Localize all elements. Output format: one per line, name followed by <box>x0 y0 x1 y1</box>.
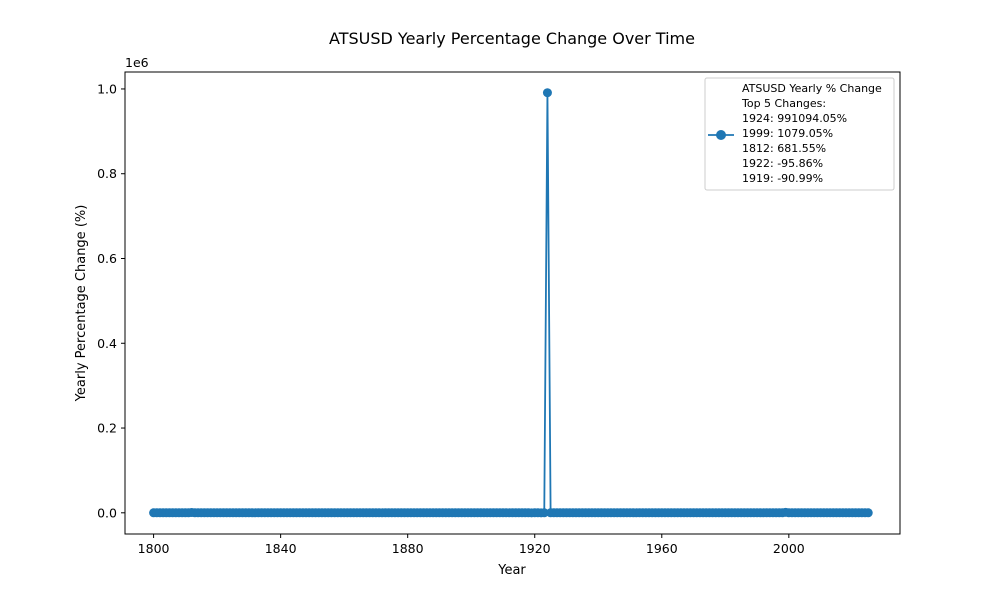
x-tick-label: 1920 <box>519 541 551 556</box>
x-tick-label: 1880 <box>392 541 424 556</box>
legend-line: Top 5 Changes: <box>741 97 826 110</box>
legend-box <box>704 77 895 191</box>
y-axis-label: Yearly Percentage Change (%) <box>74 205 89 403</box>
legend-line: 1922: -95.86% <box>742 157 823 170</box>
data-point <box>542 88 552 98</box>
x-tick-label: 2000 <box>773 541 805 556</box>
legend-line: 1924: 991094.05% <box>742 112 847 125</box>
legend-line: 1812: 681.55% <box>742 142 826 155</box>
y-tick-label: 0.8 <box>97 166 117 181</box>
y-axis: 0.0 0.2 0.4 0.6 0.8 1.0 <box>97 81 125 520</box>
data-point <box>863 508 873 518</box>
data-point <box>539 508 549 518</box>
x-tick-label: 1960 <box>646 541 678 556</box>
x-tick-label: 1800 <box>138 541 170 556</box>
legend: ATSUSD Yearly % Change Top 5 Changes: 19… <box>704 77 895 191</box>
y-tick-label: 0.0 <box>97 505 117 520</box>
chart-title: ATSUSD Yearly Percentage Change Over Tim… <box>329 29 695 48</box>
legend-line: ATSUSD Yearly % Change <box>742 82 882 95</box>
y-tick-label: 0.4 <box>97 336 117 351</box>
x-axis-label: Year <box>497 563 526 578</box>
legend-line: 1999: 1079.05% <box>742 127 833 140</box>
y-tick-label: 0.2 <box>97 421 117 436</box>
y-tick-label: 0.6 <box>97 251 117 266</box>
y-offset-label: 1e6 <box>125 55 149 70</box>
x-axis: 1800 1840 1880 1920 1960 2000 <box>138 534 805 556</box>
y-tick-label: 1.0 <box>97 81 117 96</box>
series-layer <box>149 88 873 518</box>
x-tick-label: 1840 <box>265 541 297 556</box>
legend-line: 1919: -90.99% <box>742 172 823 185</box>
legend-marker-swatch <box>716 130 726 140</box>
